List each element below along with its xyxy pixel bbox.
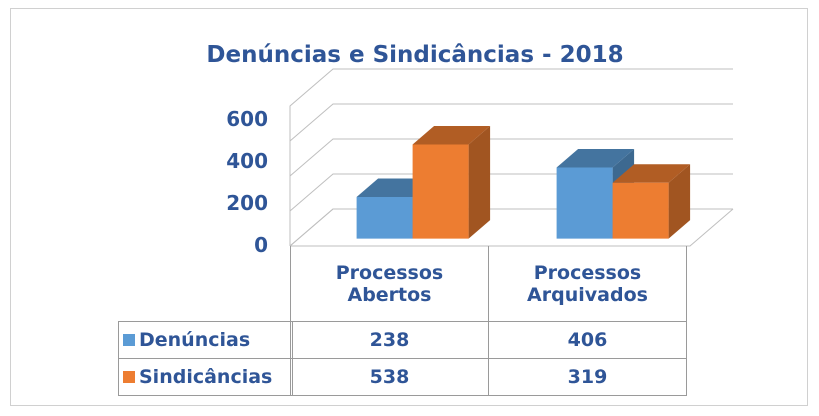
bar-front bbox=[556, 167, 613, 239]
bar-top bbox=[612, 164, 691, 183]
bar-side bbox=[468, 125, 491, 239]
bar-front bbox=[356, 196, 413, 239]
grid-line bbox=[289, 138, 733, 177]
legend-entry: Sindicâncias bbox=[118, 358, 293, 396]
bar-top bbox=[412, 125, 491, 145]
data-cell: 538 bbox=[290, 358, 489, 396]
category-header: Processos Arquivados bbox=[488, 246, 687, 322]
category-header-text: Processos Arquivados bbox=[527, 261, 648, 306]
chart-title: Denúncias e Sindicâncias - 2018 bbox=[206, 42, 623, 68]
bar bbox=[412, 125, 491, 239]
bar-side bbox=[668, 164, 691, 239]
legend-swatch bbox=[123, 334, 135, 346]
bar bbox=[612, 164, 691, 239]
data-cell-text: 238 bbox=[369, 329, 410, 351]
y-tick-label: 600 bbox=[226, 107, 268, 131]
data-cell-text: 406 bbox=[567, 329, 608, 351]
data-cell: 319 bbox=[488, 358, 687, 396]
bar-front bbox=[412, 144, 469, 239]
category-header: Processos Abertos bbox=[290, 246, 489, 322]
bar-front bbox=[612, 182, 669, 239]
y-tick-label: 0 bbox=[254, 233, 268, 257]
data-cell: 406 bbox=[488, 321, 687, 359]
bar-top bbox=[556, 149, 635, 168]
legend-entry-text: Sindicâncias bbox=[139, 366, 273, 388]
legend-entry-text: Denúncias bbox=[139, 329, 251, 351]
grid-line bbox=[289, 103, 733, 142]
legend-swatch bbox=[123, 371, 135, 383]
y-tick-label: 200 bbox=[226, 191, 268, 215]
category-header-text: Processos Abertos bbox=[335, 261, 444, 306]
chart-frame bbox=[10, 8, 808, 406]
floor bbox=[290, 208, 734, 247]
data-cell-text: 319 bbox=[567, 366, 608, 388]
data-cell: 238 bbox=[290, 321, 489, 359]
y-tick-label: 400 bbox=[226, 149, 268, 173]
data-cell-text: 538 bbox=[369, 366, 410, 388]
legend-entry: Denúncias bbox=[118, 321, 293, 359]
